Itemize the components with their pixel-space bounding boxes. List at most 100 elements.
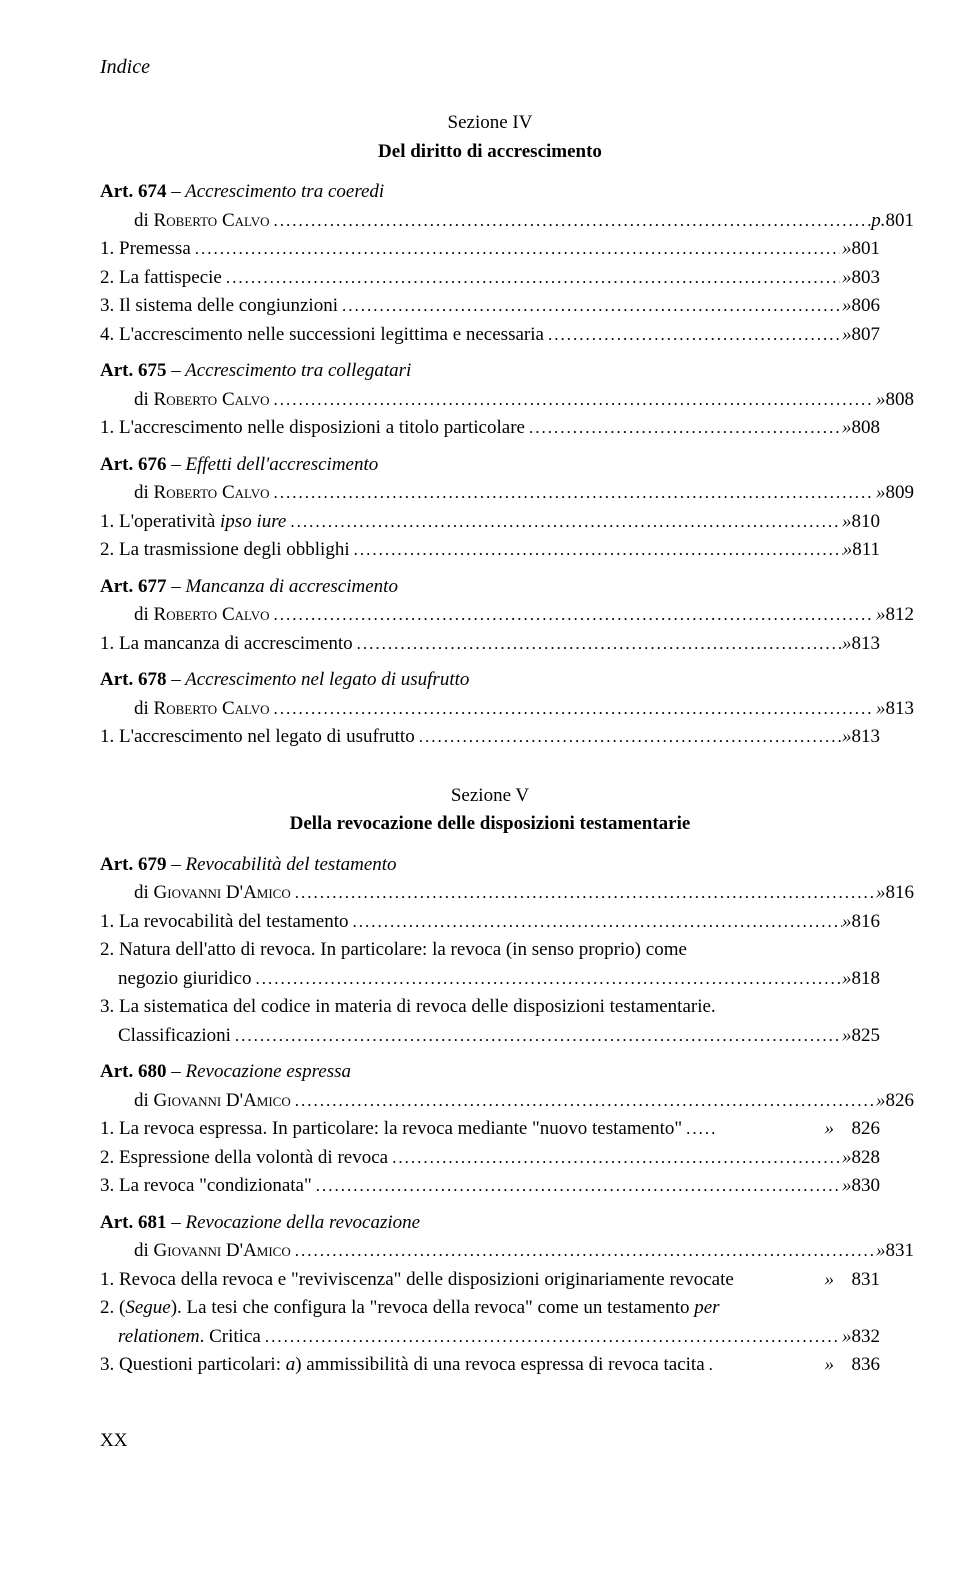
toc-item-multiline: 3. La sistematica del codice in materia … <box>100 993 880 1050</box>
toc-item: 1. L'operatività <box>100 511 220 532</box>
page-symbol: » <box>875 879 886 908</box>
page-number: 826 <box>834 1115 880 1144</box>
page-symbol: » <box>874 695 885 724</box>
page-symbol: » <box>841 508 851 537</box>
section-4-heading: Sezione IV Del diritto di accrescimento <box>100 109 880 166</box>
leader <box>291 1238 875 1264</box>
page-symbol: » <box>841 1323 852 1352</box>
toc-item-italic: ipso iure <box>220 511 286 532</box>
toc-item: 1. L'accrescimento nel legato di usufrut… <box>100 723 415 752</box>
page-number: 801 <box>852 235 881 264</box>
page-number: 831 <box>886 1237 915 1266</box>
art-675-title: – Accrescimento tra collegatari <box>166 360 411 381</box>
leader <box>415 724 842 750</box>
page-symbol: » <box>842 1172 852 1201</box>
art-681-author: Giovanni D'Amico <box>154 1240 291 1261</box>
art-678: Art. 678 – Accrescimento nel legato di u… <box>100 666 880 752</box>
leader <box>312 1173 842 1199</box>
art-679: Art. 679 – Revocabilità del testamento d… <box>100 851 880 1051</box>
art-679-num: Art. 679 <box>100 854 166 875</box>
page-symbol: » <box>842 908 852 937</box>
page-number: 811 <box>852 536 880 565</box>
leader <box>191 236 840 262</box>
page-number: 831 <box>834 1266 880 1295</box>
page-footer: XX <box>100 1430 880 1452</box>
art-680-num: Art. 680 <box>100 1061 166 1082</box>
art-680-author: Giovanni D'Amico <box>154 1090 291 1111</box>
page-symbol: » <box>840 264 851 293</box>
leader <box>544 322 842 348</box>
section-5-name: Sezione V <box>100 782 880 811</box>
leader <box>252 966 841 992</box>
toc-item-multiline: 2. Natura dell'atto di revoca. In partic… <box>100 936 880 993</box>
author-prefix: di <box>134 482 154 503</box>
author-prefix: di <box>134 210 154 231</box>
toc-item-post: . Critica <box>200 1326 261 1347</box>
leader <box>525 415 842 441</box>
art-678-num: Art. 678 <box>100 669 166 690</box>
page-symbol: » <box>842 1144 852 1173</box>
page-number: 832 <box>852 1323 881 1352</box>
page-number: 830 <box>852 1172 881 1201</box>
page-number: 810 <box>852 508 881 537</box>
toc-item: 1. La mancanza di accrescimento <box>100 630 353 659</box>
page-symbol: » <box>842 321 852 350</box>
art-674-author: Roberto Calvo <box>154 210 270 231</box>
page-symbol: p. <box>871 207 885 236</box>
page-number: 807 <box>852 321 881 350</box>
leader <box>222 265 840 291</box>
art-674-title: – Accrescimento tra coeredi <box>166 181 384 202</box>
toc-item-line1: 3. La sistematica del codice in materia … <box>100 993 716 1022</box>
toc-item: 4. L'accrescimento nelle successioni leg… <box>100 321 544 350</box>
page-number: 812 <box>886 601 915 630</box>
page-number: 808 <box>852 414 881 443</box>
leader <box>291 1088 875 1114</box>
leader <box>353 631 842 657</box>
art-681: Art. 681 – Revocazione della revocazione… <box>100 1209 880 1380</box>
page-number: 808 <box>886 386 915 415</box>
author-prefix: di <box>134 604 154 625</box>
leader <box>705 1352 812 1378</box>
page-number: 803 <box>852 264 881 293</box>
page-symbol: » <box>874 479 885 508</box>
toc-item-italic: per <box>694 1297 719 1318</box>
leader <box>270 480 875 506</box>
page-symbol: » <box>841 965 852 994</box>
toc-item-line2: Classificazioni <box>100 1022 231 1051</box>
page-symbol: » <box>840 1022 851 1051</box>
toc-item: 1. L'accrescimento nelle disposizioni a … <box>100 414 525 443</box>
art-674: Art. 674 – Accrescimento tra coeredi di … <box>100 178 880 349</box>
page-number: 825 <box>852 1022 881 1051</box>
art-680: Art. 680 – Revocazione espressa di Giova… <box>100 1058 880 1201</box>
art-679-author: Giovanni D'Amico <box>154 882 291 903</box>
page-number: 816 <box>886 879 915 908</box>
page-symbol: » <box>840 235 852 264</box>
art-677-title: – Mancanza di accrescimento <box>166 576 397 597</box>
leader <box>682 1116 812 1142</box>
page-number: 836 <box>834 1351 880 1380</box>
toc-item-italic: relationem <box>118 1326 200 1347</box>
toc-item: 1. La revocabilità del testamento <box>100 908 348 937</box>
leader <box>261 1324 841 1350</box>
page-number: 813 <box>852 723 881 752</box>
page-number: 806 <box>852 292 881 321</box>
art-679-title: – Revocabilità del testamento <box>166 854 396 875</box>
toc-item-line2: negozio giuridico <box>100 965 252 994</box>
page-symbol: » <box>842 723 852 752</box>
toc-item-pre: 3. Questioni particolari: <box>100 1354 286 1375</box>
page-symbol: » <box>875 1237 886 1266</box>
toc-item-italic: a <box>286 1354 296 1375</box>
leader <box>286 509 841 535</box>
art-677: Art. 677 – Mancanza di accrescimento di … <box>100 573 880 659</box>
leader <box>291 880 875 906</box>
running-head: Indice <box>100 56 880 79</box>
page-number: 828 <box>852 1144 881 1173</box>
art-676-num: Art. 676 <box>100 454 166 475</box>
toc-item-post: ). La tesi che configura la "revoca dell… <box>171 1297 695 1318</box>
art-676-author: Roberto Calvo <box>154 482 270 503</box>
toc-item-pre: 2. ( <box>100 1297 125 1318</box>
art-678-author: Roberto Calvo <box>154 698 270 719</box>
art-677-author: Roberto Calvo <box>154 604 270 625</box>
page-number: 826 <box>886 1087 915 1116</box>
page-symbol: » <box>812 1351 834 1380</box>
